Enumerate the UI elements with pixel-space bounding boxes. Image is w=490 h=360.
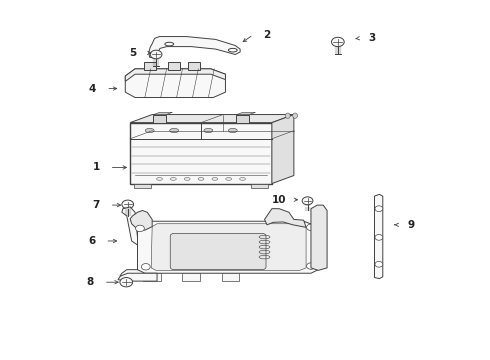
Text: 4: 4 <box>89 84 96 94</box>
Ellipse shape <box>198 177 204 180</box>
Bar <box>221 273 239 281</box>
Ellipse shape <box>157 177 162 180</box>
Bar <box>134 184 151 188</box>
Text: 9: 9 <box>408 220 415 230</box>
Circle shape <box>307 224 316 230</box>
FancyBboxPatch shape <box>170 233 266 270</box>
Ellipse shape <box>165 42 173 46</box>
Polygon shape <box>236 112 255 115</box>
Bar <box>168 62 180 69</box>
Polygon shape <box>118 273 157 281</box>
Bar <box>182 273 200 281</box>
Ellipse shape <box>228 129 237 133</box>
Ellipse shape <box>171 177 176 180</box>
Circle shape <box>331 37 344 46</box>
Bar <box>236 115 249 123</box>
Bar <box>188 62 199 69</box>
Polygon shape <box>272 114 294 184</box>
Circle shape <box>136 225 145 231</box>
Ellipse shape <box>240 177 245 180</box>
Text: 3: 3 <box>368 33 376 43</box>
Ellipse shape <box>293 113 297 118</box>
Text: 2: 2 <box>263 30 270 40</box>
Circle shape <box>307 263 316 269</box>
Polygon shape <box>153 112 172 115</box>
Bar <box>144 62 156 69</box>
Polygon shape <box>125 69 225 98</box>
Ellipse shape <box>204 129 213 133</box>
Polygon shape <box>125 69 225 81</box>
Text: 5: 5 <box>129 48 136 58</box>
Circle shape <box>375 234 383 240</box>
Ellipse shape <box>228 48 237 52</box>
Bar <box>153 115 166 123</box>
Circle shape <box>122 200 134 209</box>
Polygon shape <box>130 211 152 230</box>
Text: 7: 7 <box>92 200 99 210</box>
Polygon shape <box>122 207 152 252</box>
Text: 8: 8 <box>87 277 94 287</box>
Circle shape <box>302 197 313 205</box>
Bar <box>130 123 272 184</box>
Polygon shape <box>120 264 167 277</box>
Polygon shape <box>130 114 294 123</box>
Polygon shape <box>149 37 240 58</box>
Circle shape <box>375 206 383 212</box>
Circle shape <box>375 261 383 267</box>
Ellipse shape <box>184 177 190 180</box>
Polygon shape <box>151 224 306 270</box>
Polygon shape <box>311 205 327 270</box>
Ellipse shape <box>170 129 178 133</box>
Polygon shape <box>138 221 318 273</box>
Circle shape <box>120 278 133 287</box>
Circle shape <box>150 50 162 59</box>
Text: 1: 1 <box>92 162 99 172</box>
Text: 10: 10 <box>272 195 287 205</box>
Polygon shape <box>265 209 306 227</box>
Ellipse shape <box>226 177 232 180</box>
Polygon shape <box>374 194 383 279</box>
Text: 6: 6 <box>88 236 95 246</box>
Ellipse shape <box>212 177 218 180</box>
Ellipse shape <box>285 113 290 118</box>
Circle shape <box>142 264 150 270</box>
Bar <box>144 273 161 281</box>
Ellipse shape <box>146 129 154 133</box>
Bar <box>251 184 269 188</box>
